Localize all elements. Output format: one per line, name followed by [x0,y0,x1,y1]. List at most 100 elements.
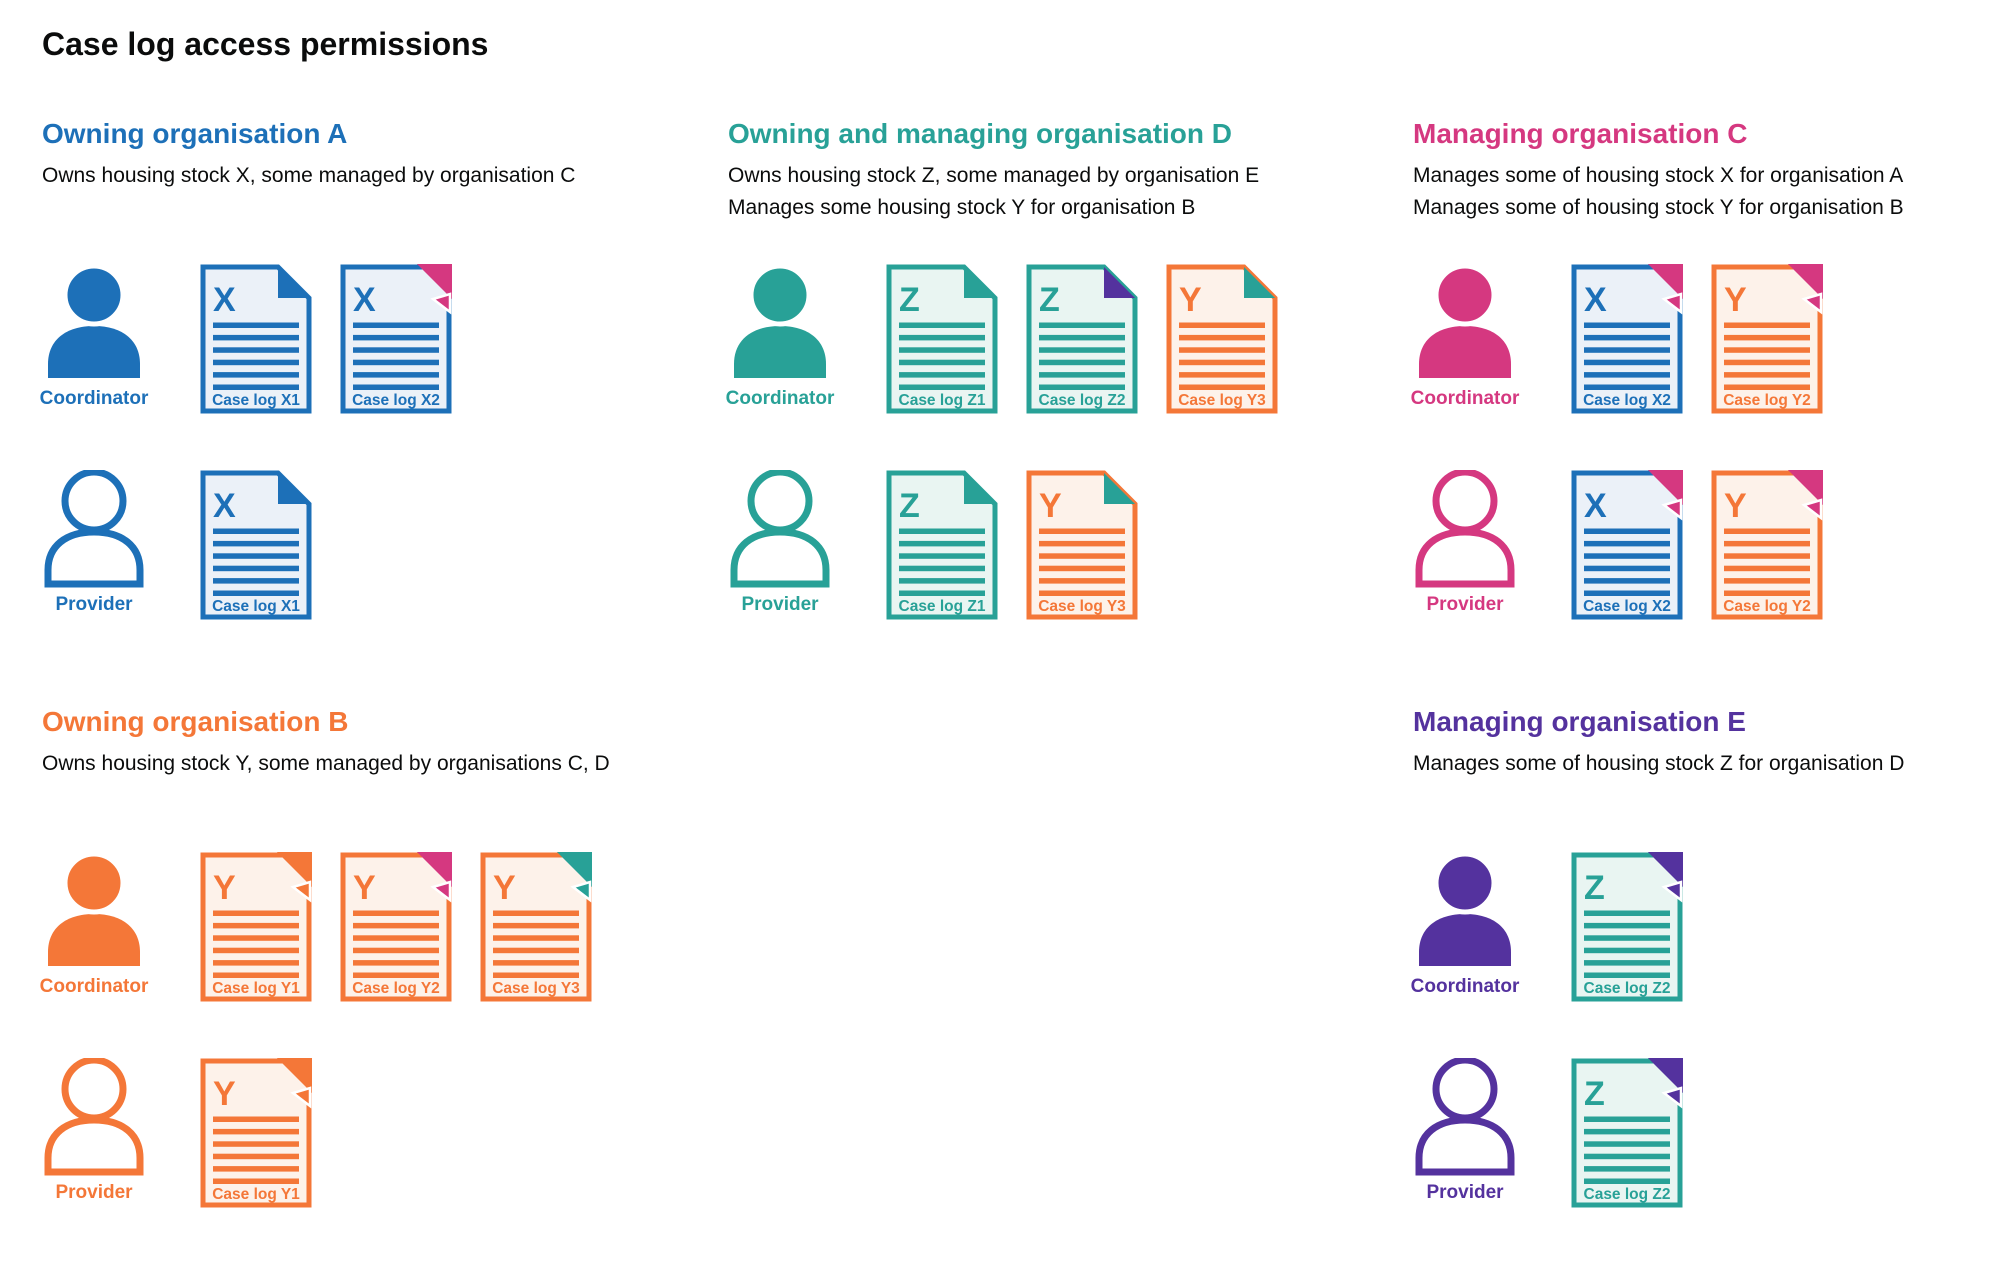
doc-text-line [1584,347,1670,353]
description-line: Manages some housing stock Y for organis… [728,196,1196,219]
doc-fold-tip-icon [430,292,452,315]
case-log-doc-icon: X Case log X2 [340,264,452,414]
doc-letter: Y [1179,281,1202,319]
case-log-doc-icon: Y Case log Y2 [1711,264,1823,414]
doc-fold-tip-icon [290,880,312,903]
doc-label: Case log X1 [212,598,300,615]
person-head-shape [1432,1058,1498,1122]
description-line: Manages some of housing stock X for orga… [1413,164,1904,187]
coordinator-person-icon [1419,852,1511,966]
coordinator-group: Coordinator X Case log X1 X Case log X2 [40,264,642,414]
role-label: Provider [1426,1182,1504,1203]
doc-text-line [493,935,579,941]
case-log-doc-icon: Z Case log Z2 [1571,852,1683,1002]
doc-fold-corner-icon [277,852,312,887]
doc-text-line [353,935,439,941]
doc-text-line [1039,372,1125,378]
coordinator-group: Coordinator X Case log X2 Y Case log Y2 [1411,264,2000,414]
doc-list: X Case log X2 Y Case log Y2 [1571,264,1823,414]
coordinator-group: Coordinator Z Case log Z2 [1411,852,2000,1002]
doc-text-line [213,922,299,929]
doc-letter: Y [353,869,376,907]
person-body-shape [44,1116,144,1176]
doc-list: Z Case log Z2 [1571,1058,1683,1208]
person-head-shape [61,1058,127,1122]
doc-text-line [899,578,985,584]
provider-person-icon [730,470,830,588]
person-body-shape [44,528,144,588]
person-body-shape [734,326,826,378]
doc-text-line [1584,1116,1670,1122]
case-log-doc-icon: Y Case log Y2 [1711,470,1823,620]
role-label: Provider [741,594,819,615]
doc-letter: Z [1584,1075,1605,1113]
role-label: Provider [55,594,133,615]
doc-letter: Z [899,281,920,319]
doc-text-line [1584,528,1670,534]
doc-text-line [1179,322,1265,328]
person-head-shape [747,470,813,534]
role-label: Provider [1426,594,1504,615]
person-block: Coordinator [726,264,834,409]
doc-text-line [353,347,439,353]
case-log-doc-icon: Y Case log Y1 [200,1058,312,1208]
doc-fold-tip-icon [430,880,452,903]
description-line: Owns housing stock Z, some managed by or… [728,164,1260,187]
doc-text-line [1039,334,1125,341]
doc-label: Case log X2 [1583,598,1671,615]
doc-fold-tip-icon [1661,292,1683,315]
doc-text-line [493,947,579,954]
provider-group: Provider X Case log X1 [42,470,642,620]
doc-label: Case log Z2 [1584,980,1671,997]
doc-text-line [1724,553,1810,559]
person-head-shape [62,852,126,915]
doc-fold-flap-icon [1244,267,1275,298]
case-log-doc-icon: Z Case log Z2 [1026,264,1138,414]
role-label: Coordinator [725,388,835,409]
coordinator-person-icon [1419,264,1511,378]
doc-text-line [1584,590,1670,596]
doc-text-line [1039,578,1125,584]
doc-text-line [899,565,985,572]
doc-label: Case log X2 [1583,392,1671,409]
org-section-e: Managing organisation E Manages some of h… [1411,706,2000,1208]
doc-letter: Z [1039,281,1060,319]
doc-fold-corner-icon [557,852,592,887]
doc-text-line [213,359,299,366]
doc-text-line [1724,372,1810,378]
doc-letter: Y [213,1075,236,1113]
doc-text-line [1584,947,1670,954]
person-head-shape [1432,470,1498,534]
person-body-shape [48,326,140,378]
doc-text-line [1584,1141,1670,1147]
doc-text-line [899,528,985,534]
doc-label: Case log Y3 [1038,598,1126,615]
doc-text-line [1724,578,1810,584]
doc-text-line [1584,359,1670,366]
person-block: Coordinator [1411,264,1519,409]
doc-text-line [1724,565,1810,572]
case-log-doc-icon: X Case log X2 [1571,470,1683,620]
case-log-doc-icon: X Case log X1 [200,264,312,414]
doc-fold-corner-icon [1648,470,1683,505]
doc-letter: X [213,281,236,319]
doc-text-line [1039,553,1125,559]
doc-text-line [1724,334,1810,341]
person-body-shape [1415,1116,1515,1176]
role-label: Provider [55,1182,133,1203]
doc-text-line [1584,384,1670,390]
doc-fold-corner-icon [1648,852,1683,887]
page-title: Case log access permissions [42,26,489,62]
doc-text-line [213,334,299,341]
provider-person-icon [1415,470,1515,588]
doc-text-line [1584,334,1670,341]
doc-list: X Case log X2 Y Case log Y2 [1571,470,1823,620]
doc-text-line [1039,347,1125,353]
doc-text-line [1039,528,1125,534]
doc-text-line [493,960,579,966]
doc-label: Case log Y3 [1178,392,1266,409]
doc-text-line [1039,565,1125,572]
doc-label: Case log Z1 [899,598,986,615]
doc-text-line [1584,960,1670,966]
